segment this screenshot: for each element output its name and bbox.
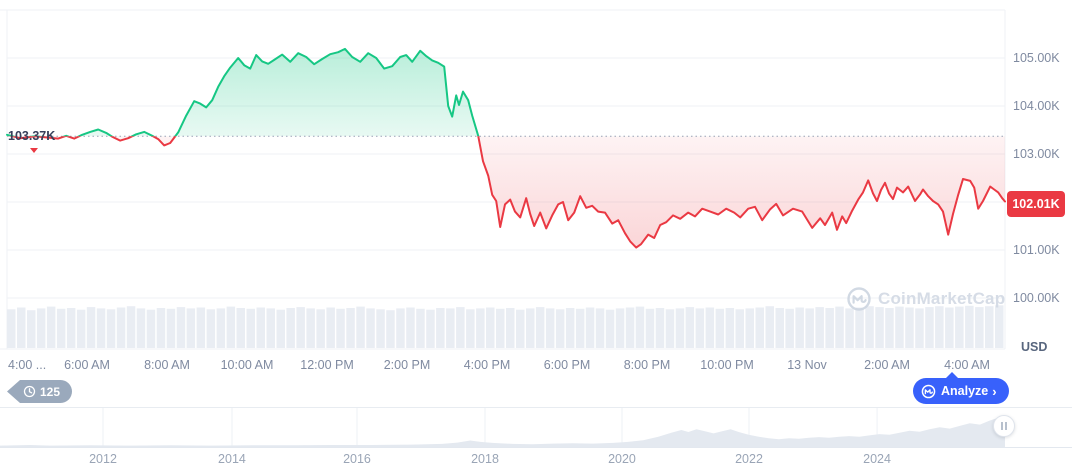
history-count-badge[interactable]: 125 <box>7 380 73 403</box>
y-axis-tick-label: 105.00K <box>1013 51 1060 65</box>
handle-grip-icon <box>1001 422 1003 430</box>
navigator-year-label: 2024 <box>863 452 891 466</box>
x-axis-tick-label: 4:00 PM <box>463 358 511 372</box>
x-axis-tick-label: 6:00 PM <box>543 358 591 372</box>
x-axis-tick-label: 2:00 PM <box>383 358 431 372</box>
x-axis-tick-label: 4:00 ... <box>8 358 47 372</box>
chevron-right-icon: › <box>992 383 997 399</box>
price-down-arrow-icon <box>30 148 38 153</box>
y-axis-tick-label: 103.00K <box>1013 147 1060 161</box>
x-axis-tick-label: 10:00 PM <box>700 358 754 372</box>
navigator-area-chart <box>0 408 1005 447</box>
coinmarketcap-watermark: CoinMarketCap <box>846 286 1005 312</box>
watermark-text: CoinMarketCap <box>878 289 1006 308</box>
coinmarketcap-logo-icon <box>847 287 871 311</box>
baseline-price-label: 103.37K <box>8 129 56 143</box>
x-axis-tick-label: 8:00 AM <box>144 358 190 372</box>
analyze-logo-icon <box>921 384 936 398</box>
navigator-year-label: 2022 <box>735 452 763 466</box>
x-axis-tick-label: 13 Nov <box>787 358 827 372</box>
navigator-year-label: 2016 <box>343 452 371 466</box>
navigator-year-label: 2018 <box>471 452 499 466</box>
navigator-handle[interactable] <box>993 415 1015 437</box>
handle-grip-icon <box>1005 422 1007 430</box>
analyze-button[interactable]: Analyze › <box>913 372 1009 404</box>
analyze-label: Analyze <box>941 384 989 398</box>
price-chart-plot[interactable] <box>0 0 1072 352</box>
navigator-year-label: 2014 <box>218 452 246 466</box>
x-axis-tick-label: 12:00 PM <box>300 358 354 372</box>
x-axis-tick-label: 6:00 AM <box>64 358 110 372</box>
x-axis-tick-label: 4:00 AM <box>944 358 990 372</box>
history-count: 125 <box>40 384 61 399</box>
y-axis-tick-label: 104.00K <box>1013 99 1060 113</box>
range-navigator[interactable] <box>0 407 1072 448</box>
tooltip-caret-up-icon <box>945 372 959 379</box>
x-axis-tick-label: 8:00 PM <box>623 358 671 372</box>
navigator-year-label: 2020 <box>608 452 636 466</box>
last-price-badge: 102.01K <box>1007 191 1065 217</box>
x-axis-tick-label: 10:00 AM <box>220 358 274 372</box>
history-clock-icon <box>23 385 36 398</box>
y-axis-tick-label: 100.00K <box>1013 291 1060 305</box>
y-axis-tick-label: 101.00K <box>1013 243 1060 257</box>
currency-unit-label: USD <box>1021 340 1048 354</box>
navigator-year-label: 2012 <box>89 452 117 466</box>
x-axis-tick-label: 2:00 AM <box>864 358 910 372</box>
